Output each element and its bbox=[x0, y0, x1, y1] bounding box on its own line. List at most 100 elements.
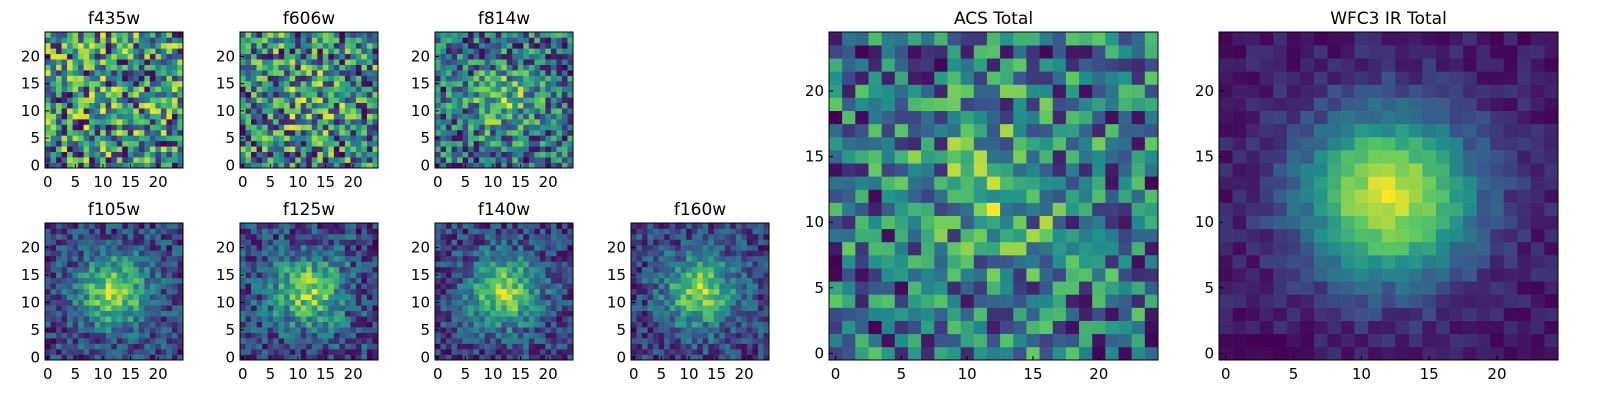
heatmap-cell bbox=[462, 124, 469, 131]
heatmap-cell bbox=[328, 283, 335, 290]
heatmap-cell bbox=[289, 151, 296, 158]
heatmap-cell bbox=[155, 37, 162, 44]
heatmap-cell bbox=[490, 129, 497, 136]
heatmap-cell bbox=[144, 338, 151, 344]
heatmap-cell bbox=[517, 343, 524, 350]
heatmap-cell bbox=[56, 261, 62, 268]
heatmap-cell bbox=[451, 119, 458, 125]
heatmap-cell bbox=[468, 310, 474, 317]
heatmap-cell bbox=[94, 113, 101, 120]
heatmap-cell bbox=[534, 135, 541, 142]
heatmap-cell bbox=[61, 32, 68, 38]
heatmap-cell bbox=[273, 80, 279, 87]
heatmap-cell bbox=[251, 261, 257, 268]
heatmap-cell bbox=[550, 113, 557, 120]
heatmap-cell bbox=[757, 244, 764, 251]
heatmap-cell bbox=[702, 305, 709, 311]
heatmap-cell bbox=[111, 349, 118, 355]
heatmap-cell bbox=[451, 146, 458, 152]
heatmap-cell bbox=[664, 239, 670, 246]
heatmap-cell bbox=[741, 250, 748, 257]
heatmap-cell bbox=[702, 349, 709, 355]
heatmap-cell bbox=[947, 320, 961, 335]
heatmap-cell bbox=[295, 86, 302, 93]
heatmap-cell bbox=[561, 327, 568, 333]
heatmap-cell bbox=[741, 228, 748, 235]
heatmap-cell bbox=[56, 272, 62, 279]
heatmap-cell bbox=[116, 354, 123, 361]
heatmap-cell bbox=[934, 320, 948, 335]
heatmap-cell bbox=[713, 255, 720, 262]
heatmap-cell bbox=[451, 288, 458, 295]
heatmap-cell bbox=[133, 250, 140, 257]
heatmap-cell bbox=[501, 261, 508, 268]
heatmap-cell bbox=[631, 305, 637, 311]
heatmap-cell bbox=[506, 37, 513, 44]
heatmap-cell bbox=[160, 283, 167, 290]
heatmap-cell bbox=[495, 343, 502, 350]
heatmap-cell bbox=[366, 124, 373, 131]
heatmap-cell bbox=[317, 124, 324, 131]
heatmap-cell bbox=[719, 283, 726, 290]
heatmap-cell bbox=[105, 299, 112, 306]
heatmap-cell bbox=[339, 124, 346, 131]
heatmap-cell bbox=[344, 86, 351, 93]
heatmap-cell bbox=[50, 162, 57, 169]
heatmap-cell bbox=[56, 310, 62, 317]
heatmap-cell bbox=[133, 299, 140, 306]
heatmap-cell bbox=[697, 310, 704, 317]
heatmap-cells bbox=[240, 32, 379, 169]
heatmap-cell bbox=[273, 70, 279, 76]
heatmap-cell bbox=[457, 261, 463, 268]
heatmap-cell bbox=[105, 162, 112, 169]
heatmap-cell bbox=[311, 70, 318, 76]
heatmap-cell bbox=[322, 266, 329, 273]
heatmap-cell bbox=[166, 53, 173, 60]
heatmap-cell bbox=[262, 129, 268, 136]
heatmap-cell bbox=[855, 281, 869, 295]
heatmap-cell bbox=[111, 310, 118, 317]
heatmap-cell bbox=[462, 338, 469, 344]
heatmap-cell bbox=[757, 233, 764, 240]
heatmap-cell bbox=[757, 343, 764, 350]
heatmap-cell bbox=[100, 332, 107, 339]
heatmap-cell bbox=[278, 146, 285, 152]
heatmap-cell bbox=[501, 124, 508, 131]
heatmap-cell bbox=[534, 332, 541, 339]
heatmap-cell bbox=[284, 124, 290, 131]
heatmap-cell bbox=[245, 310, 252, 317]
heatmap-cell bbox=[719, 266, 726, 273]
heatmap-cell bbox=[506, 305, 513, 311]
heatmap-cell bbox=[267, 338, 274, 344]
heatmap-cell bbox=[495, 91, 502, 98]
heatmap-cell bbox=[907, 163, 922, 177]
heatmap-cell bbox=[730, 338, 737, 344]
heatmap-cell bbox=[355, 354, 362, 361]
x-tick-label: 15 bbox=[511, 365, 530, 383]
heatmap-cell bbox=[333, 64, 340, 71]
heatmap-cell bbox=[567, 233, 574, 240]
heatmap-cell bbox=[561, 305, 568, 311]
heatmap-cell bbox=[528, 157, 535, 163]
heatmap-cell bbox=[490, 75, 497, 82]
heatmap-cell bbox=[746, 250, 753, 257]
heatmap-cell bbox=[1052, 268, 1067, 282]
heatmap-cell bbox=[328, 162, 335, 169]
heatmap-cell bbox=[550, 354, 557, 361]
heatmap-cell bbox=[752, 332, 759, 339]
heatmap-cell bbox=[311, 59, 318, 65]
heatmap-cell bbox=[284, 228, 290, 235]
heatmap-cell bbox=[160, 354, 167, 361]
heatmap-cell bbox=[763, 310, 770, 317]
heatmap-cell bbox=[361, 113, 368, 120]
heatmap-cell bbox=[138, 135, 145, 142]
heatmap-cell bbox=[647, 255, 654, 262]
heatmap-cell bbox=[921, 215, 935, 230]
heatmap-cell bbox=[94, 244, 101, 251]
heatmap-cell bbox=[907, 228, 922, 243]
heatmap-cell bbox=[94, 97, 101, 104]
heatmap-cell bbox=[89, 86, 95, 93]
heatmap-cell bbox=[468, 255, 474, 262]
heatmap-cell bbox=[355, 266, 362, 273]
